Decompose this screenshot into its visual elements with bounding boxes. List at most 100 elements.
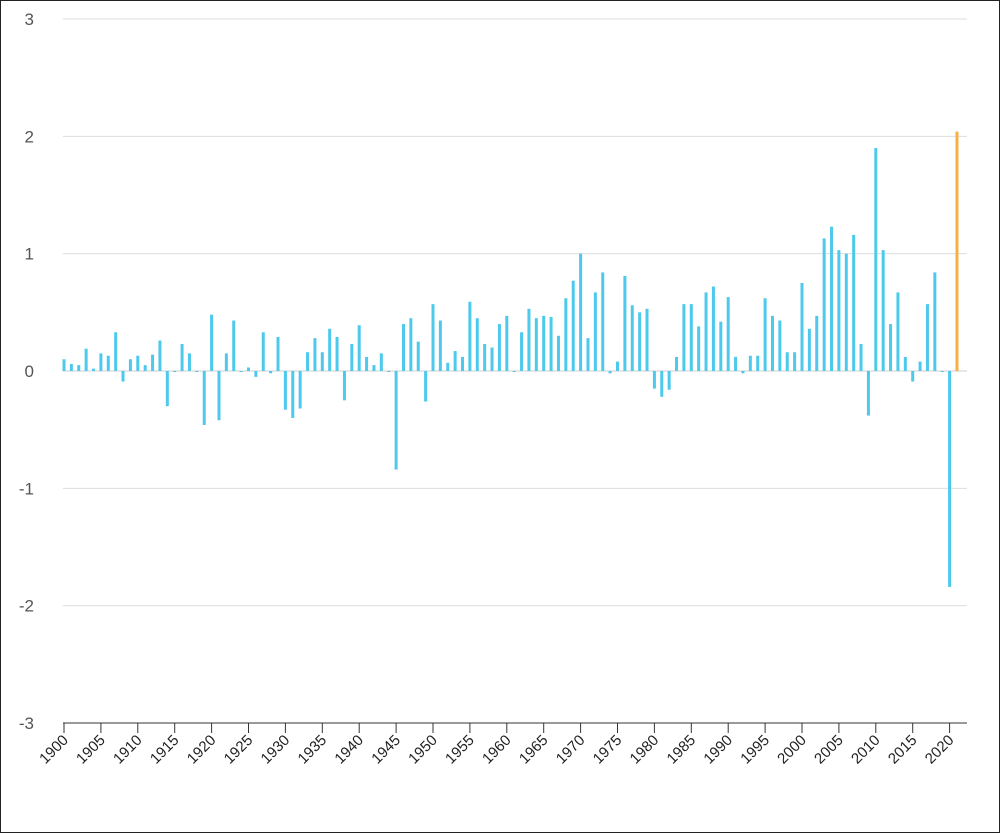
bar xyxy=(306,352,310,371)
bar xyxy=(158,340,162,371)
bar xyxy=(911,371,915,382)
bar xyxy=(711,286,715,371)
bar xyxy=(232,320,236,371)
bar xyxy=(800,283,804,371)
bar xyxy=(416,341,420,371)
bar xyxy=(379,353,383,371)
bar xyxy=(342,371,346,401)
bar xyxy=(616,361,619,371)
bar xyxy=(556,335,560,371)
y-tick-label: -1 xyxy=(19,479,34,498)
bar xyxy=(726,297,730,371)
x-axis xyxy=(63,722,967,733)
y-tick-label: 3 xyxy=(25,10,34,29)
bar xyxy=(195,371,199,372)
bar xyxy=(180,344,184,371)
bar xyxy=(948,371,952,587)
x-tick-labels: 1900 1905 1910 1915 1920 1925 1930 1935 1940 1945… xyxy=(36,732,957,768)
bar xyxy=(261,332,265,371)
bar xyxy=(933,272,937,371)
bar xyxy=(652,371,656,389)
x-tick-label: 1950 xyxy=(405,732,441,768)
bar xyxy=(534,318,538,371)
bar xyxy=(844,253,848,371)
bar xyxy=(918,361,922,371)
bar xyxy=(748,355,752,371)
bar xyxy=(313,338,317,371)
bar xyxy=(490,347,494,371)
bar xyxy=(254,371,258,377)
bar xyxy=(283,371,287,410)
bar xyxy=(475,318,479,371)
bar xyxy=(852,234,856,371)
x-tick-label: 1920 xyxy=(184,732,220,768)
bar xyxy=(217,371,221,421)
bar xyxy=(793,352,797,371)
bar xyxy=(571,280,575,371)
bar xyxy=(298,371,302,409)
bar xyxy=(187,353,191,371)
bar xyxy=(512,371,516,372)
bar xyxy=(889,324,893,371)
y-tick-label: 1 xyxy=(25,245,34,264)
bar xyxy=(128,359,132,371)
bar xyxy=(579,253,583,371)
bar xyxy=(763,298,767,371)
bar xyxy=(202,371,206,425)
bar xyxy=(822,238,826,371)
bar xyxy=(247,367,250,371)
x-tick-label: 1940 xyxy=(331,732,367,768)
bar xyxy=(778,320,782,371)
bar xyxy=(660,371,664,397)
bar xyxy=(239,371,243,372)
bar xyxy=(468,301,472,371)
x-tick-label: 1975 xyxy=(590,732,626,768)
bar xyxy=(608,371,612,374)
y-tick-label: -3 xyxy=(19,714,34,733)
x-tick-label: 1985 xyxy=(664,732,700,768)
bar xyxy=(645,308,649,371)
x-tick-label: 2020 xyxy=(922,732,958,768)
bar xyxy=(350,344,354,371)
bar xyxy=(527,308,531,371)
bar xyxy=(269,371,273,374)
bar xyxy=(549,317,553,371)
bar xyxy=(99,353,103,371)
bar xyxy=(114,332,118,371)
bar xyxy=(704,292,708,371)
x-tick-label: 1980 xyxy=(627,732,663,768)
x-tick-label: 1970 xyxy=(553,732,589,768)
bar xyxy=(630,305,634,371)
y-tick-label: 2 xyxy=(25,127,34,146)
bar xyxy=(320,352,324,371)
bar xyxy=(756,355,760,371)
bar xyxy=(497,324,501,371)
x-tick-label: 1900 xyxy=(36,732,72,768)
x-tick-label: 1935 xyxy=(295,732,331,768)
bar xyxy=(903,356,907,371)
y-tick-label: -2 xyxy=(19,597,34,616)
bar xyxy=(719,321,723,371)
bar xyxy=(697,326,701,371)
bar xyxy=(210,314,214,371)
x-tick-label: 1960 xyxy=(479,732,515,768)
bar xyxy=(409,318,413,371)
bar xyxy=(365,356,369,371)
bar xyxy=(586,338,590,371)
x-tick-label: 1930 xyxy=(258,732,294,768)
bar xyxy=(940,371,944,372)
bar xyxy=(564,298,568,371)
bar xyxy=(601,272,605,371)
bar xyxy=(438,320,442,371)
x-tick-label: 1945 xyxy=(368,732,404,768)
bar xyxy=(542,315,546,371)
bar xyxy=(69,363,73,371)
bar xyxy=(623,275,627,371)
bar xyxy=(62,359,66,371)
bar xyxy=(785,352,789,371)
bar xyxy=(815,315,819,371)
x-tick-label: 1925 xyxy=(221,732,257,768)
bar xyxy=(136,355,140,371)
bars xyxy=(62,131,959,587)
